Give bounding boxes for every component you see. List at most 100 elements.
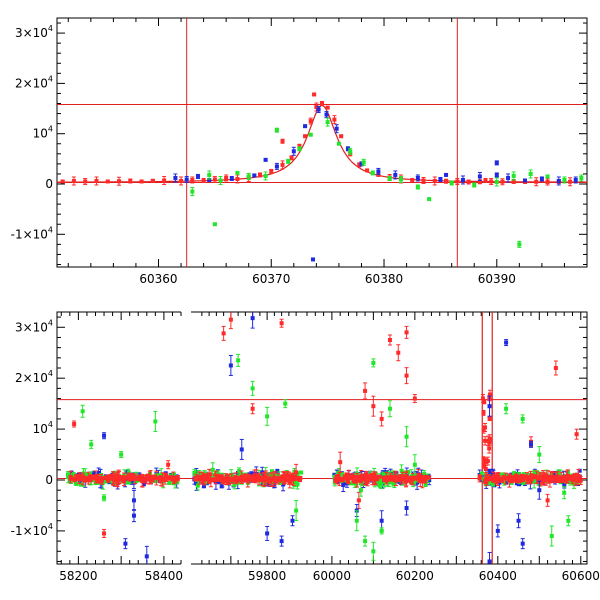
data-point bbox=[562, 475, 567, 480]
y-tick-label: 2×104 bbox=[15, 369, 53, 385]
data-point bbox=[283, 401, 288, 406]
data-point bbox=[354, 518, 359, 523]
data-point bbox=[396, 476, 401, 481]
y-tick-label: 104 bbox=[33, 125, 53, 141]
data-point bbox=[162, 178, 167, 183]
data-point bbox=[312, 92, 317, 97]
data-point bbox=[133, 476, 138, 481]
data-point bbox=[225, 474, 230, 479]
data-point bbox=[210, 467, 215, 472]
data-point bbox=[489, 179, 494, 184]
data-point bbox=[175, 476, 180, 481]
data-point bbox=[128, 178, 133, 183]
data-point bbox=[438, 177, 443, 182]
data-point bbox=[91, 474, 96, 479]
data-point bbox=[165, 476, 170, 481]
data-point bbox=[224, 477, 229, 482]
data-point bbox=[110, 476, 115, 481]
data-point bbox=[233, 476, 238, 481]
data-point bbox=[494, 476, 499, 481]
data-point bbox=[83, 473, 88, 478]
data-point bbox=[199, 471, 204, 476]
data-point bbox=[485, 459, 490, 464]
data-point bbox=[275, 476, 280, 481]
data-point bbox=[494, 160, 499, 165]
data-point bbox=[94, 477, 99, 482]
data-point bbox=[332, 472, 337, 477]
data-point bbox=[250, 406, 255, 411]
data-point bbox=[257, 172, 262, 177]
data-point bbox=[106, 478, 111, 483]
data-cluster bbox=[192, 466, 304, 492]
series-red bbox=[60, 92, 573, 187]
data-point bbox=[263, 173, 268, 178]
data-point bbox=[396, 350, 401, 355]
data-point bbox=[421, 477, 426, 482]
data-point bbox=[218, 475, 223, 480]
data-point bbox=[511, 173, 516, 178]
data-point bbox=[371, 404, 376, 409]
data-point bbox=[303, 124, 308, 129]
y-tick-label: -1×104 bbox=[11, 225, 53, 241]
data-point bbox=[377, 474, 382, 479]
data-point bbox=[375, 475, 380, 480]
data-point bbox=[164, 473, 169, 478]
series-blue bbox=[173, 106, 578, 262]
data-point bbox=[578, 478, 583, 483]
data-point bbox=[257, 477, 262, 482]
data-point bbox=[483, 438, 488, 443]
data-point bbox=[125, 480, 130, 485]
data-point bbox=[472, 183, 477, 188]
data-point bbox=[232, 482, 237, 487]
data-point bbox=[537, 474, 542, 479]
data-point bbox=[237, 468, 242, 473]
data-point bbox=[324, 112, 329, 117]
y-tick-label: 104 bbox=[33, 420, 53, 436]
data-point bbox=[290, 518, 295, 523]
data-point bbox=[325, 120, 330, 125]
data-point bbox=[150, 178, 155, 183]
data-point bbox=[487, 471, 492, 476]
data-point bbox=[545, 179, 550, 184]
data-point bbox=[340, 472, 345, 477]
data-point bbox=[494, 179, 499, 184]
data-point bbox=[487, 559, 492, 564]
data-point bbox=[482, 399, 487, 404]
data-point bbox=[363, 476, 368, 481]
data-point bbox=[291, 149, 296, 154]
data-point bbox=[371, 549, 376, 554]
data-point bbox=[341, 482, 346, 487]
data-point bbox=[481, 427, 486, 432]
data-point bbox=[269, 169, 274, 174]
data-point bbox=[130, 476, 135, 481]
data-point bbox=[558, 477, 563, 482]
data-point bbox=[393, 172, 398, 177]
data-point bbox=[357, 162, 362, 167]
data-point bbox=[278, 476, 283, 481]
data-point bbox=[98, 476, 103, 481]
data-point bbox=[242, 473, 247, 478]
data-point bbox=[94, 178, 99, 183]
data-point bbox=[376, 172, 381, 177]
data-point bbox=[386, 480, 391, 485]
data-point bbox=[84, 478, 89, 483]
data-cluster bbox=[332, 464, 432, 493]
data-point bbox=[131, 513, 136, 518]
data-point bbox=[216, 476, 221, 481]
data-point bbox=[337, 477, 342, 482]
data-point bbox=[154, 476, 159, 481]
data-point bbox=[529, 442, 533, 447]
plot-frame bbox=[56, 311, 588, 565]
data-point bbox=[344, 472, 349, 477]
data-point bbox=[143, 476, 148, 481]
data-point bbox=[517, 242, 522, 247]
data-point bbox=[320, 101, 324, 106]
data-point bbox=[399, 468, 404, 473]
data-point bbox=[308, 119, 313, 124]
data-point bbox=[169, 472, 174, 477]
data-point bbox=[520, 416, 525, 421]
data-point bbox=[579, 175, 584, 180]
data-point bbox=[265, 531, 270, 536]
data-point bbox=[91, 470, 96, 475]
